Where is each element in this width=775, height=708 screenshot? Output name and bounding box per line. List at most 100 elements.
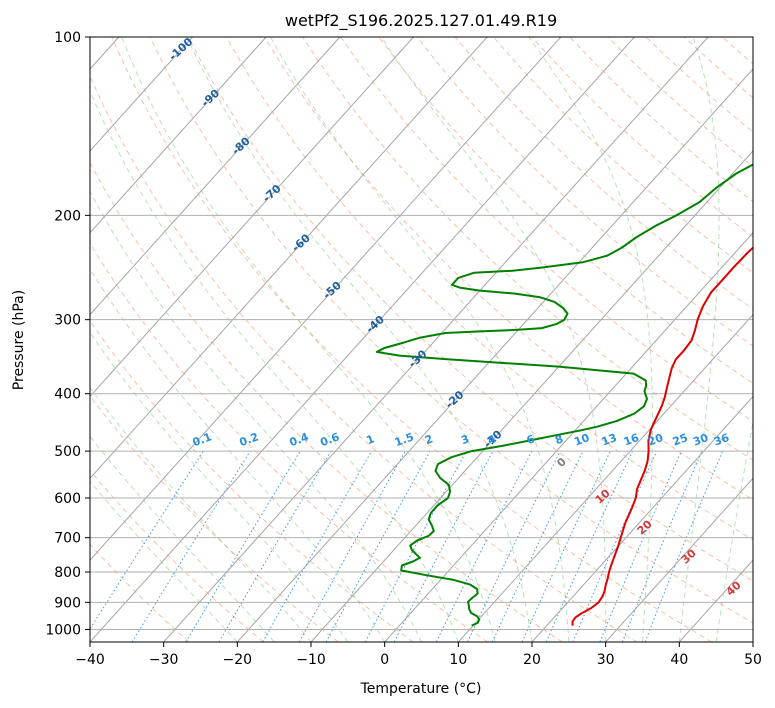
x-ticks: −40 −30 −20 −10 0 10 20 30 40 50	[75, 642, 762, 668]
mixing-ratio-label: 20	[646, 431, 665, 449]
mixing-ratio-label: 13	[600, 431, 619, 448]
series-group	[375, 163, 753, 627]
dry-adiabat	[90, 75, 638, 642]
mixing-ratio-label: 0.4	[288, 430, 311, 449]
dry-adiabat	[90, 242, 488, 642]
isotherm	[236, 68, 753, 642]
dry-adiabat	[90, 543, 190, 642]
x-tick-label: 10	[449, 652, 467, 668]
mixing-ratio-line	[131, 450, 251, 642]
x-tick-label: −20	[223, 652, 253, 668]
dry-adiabat	[187, 37, 753, 582]
dry-adiabat	[302, 37, 753, 461]
isotherm	[531, 395, 753, 642]
background-lines	[90, 37, 775, 642]
x-tick-label: 50	[744, 652, 762, 668]
grid	[90, 37, 753, 642]
isotherm	[90, 37, 341, 316]
mixing-ratio-label: 0.6	[318, 430, 341, 449]
mixing-ratio-label: 0.1	[191, 430, 214, 449]
dry-adiabat	[225, 37, 753, 541]
dry-adiabat	[645, 37, 753, 133]
isotherm	[90, 37, 267, 234]
x-axis-label: Temperature (°C)	[360, 681, 482, 697]
moist-adiabat-label: 30	[679, 546, 699, 566]
mixing-ratio-line	[545, 450, 633, 642]
dry-adiabat	[90, 469, 264, 642]
x-tick-label: −10	[296, 652, 326, 668]
moist-adiabat	[121, 37, 496, 642]
isotherm	[457, 313, 753, 642]
moist-adiabat	[90, 190, 422, 642]
dry-adiabat	[761, 37, 775, 642]
dry-adiabat	[493, 37, 753, 274]
mixing-ratio-label: 6	[525, 432, 537, 447]
x-tick-label: 0	[380, 652, 389, 668]
moist-adiabat	[678, 37, 720, 642]
moist-adiabat	[380, 37, 607, 642]
x-tick-label: −40	[75, 652, 105, 668]
moist-adiabat	[90, 435, 275, 642]
isotherm	[310, 150, 753, 642]
dry-adiabat	[416, 37, 753, 347]
isotherm	[90, 37, 414, 398]
y-ticks: 100 200 300 400 500 600 700 800 900 1000	[45, 30, 90, 638]
moist-adiabat-label: 20	[635, 517, 655, 537]
mixing-ratio-line	[185, 450, 301, 642]
dry-adiabat	[378, 37, 753, 385]
moist-adiabat	[528, 37, 653, 642]
mixing-ratio-label: 1	[365, 432, 377, 447]
mixing-ratio-line	[435, 450, 533, 642]
mixing-ratio-line	[599, 450, 682, 642]
isotherm	[163, 37, 709, 642]
mixing-ratio-line	[621, 450, 703, 642]
mixing-ratio-label: 2	[423, 432, 435, 447]
dry-adiabat	[90, 161, 563, 642]
dry-adiabat	[454, 37, 753, 310]
mixing-ratio-line	[467, 450, 561, 642]
mixing-ratio-label: 1.5	[393, 430, 416, 449]
y-tick-label: 200	[54, 208, 81, 224]
series-line-0	[571, 246, 753, 626]
moist-adiabat	[186, 37, 533, 642]
y-tick-label: 300	[54, 313, 81, 329]
moist-adiabat-label: 40	[724, 578, 744, 598]
isotherm	[90, 37, 488, 480]
x-tick-label: 40	[670, 652, 688, 668]
mixing-ratio-line	[90, 450, 204, 630]
y-axis-label: Pressure (hPa)	[11, 290, 27, 390]
isotherm	[605, 477, 753, 642]
mixing-ratio-label: 4	[486, 432, 498, 447]
mixing-ratio-label: 10	[572, 431, 591, 449]
isotherm-label: -100	[166, 35, 195, 63]
moist-adiabat	[90, 386, 312, 642]
y-tick-label: 900	[54, 595, 81, 611]
moist-adiabat	[90, 480, 238, 642]
moist-adiabat	[269, 37, 570, 642]
x-tick-label: 20	[523, 652, 541, 668]
mixing-ratio-line	[491, 450, 584, 642]
dry-adiabat	[683, 37, 753, 99]
plot-frame	[89, 36, 754, 643]
isotherm	[752, 641, 753, 642]
y-tick-label: 100	[54, 30, 81, 46]
x-tick-label: −30	[149, 652, 179, 668]
mixing-ratio-line	[325, 450, 431, 642]
y-tick-label: 800	[54, 565, 81, 581]
mixing-ratio-label: 0.2	[238, 430, 261, 449]
y-tick-label: 1000	[45, 622, 81, 638]
mixing-ratio-line	[364, 450, 467, 642]
mixing-ratio-label: 8	[553, 432, 565, 447]
mixing-ratio-label: 16	[622, 431, 641, 449]
isotherm	[90, 37, 193, 152]
dry-adiabat	[90, 395, 339, 642]
isotherm	[384, 231, 753, 642]
y-tick-label: 700	[54, 531, 81, 547]
mixing-ratio-label: 36	[712, 431, 731, 449]
series-line-1	[375, 163, 753, 627]
mixing-ratio-label: 3	[459, 432, 471, 447]
annotations: -100-90-80-70-60-50-40-30-20-100.1 0.2 0.4…	[166, 35, 744, 599]
dry-adiabat	[264, 37, 753, 501]
